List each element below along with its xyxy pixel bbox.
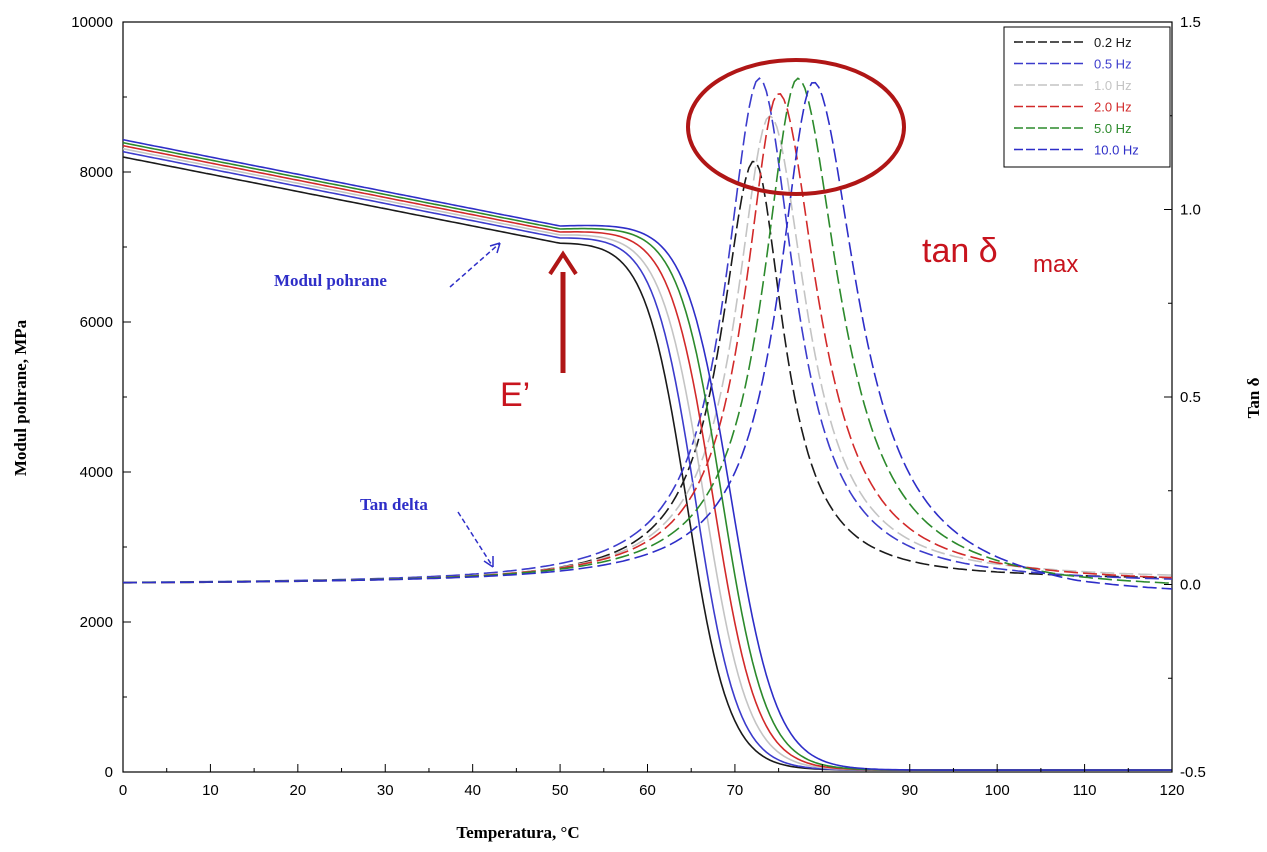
- x-tick-label: 20: [289, 782, 306, 799]
- storage-modulus-curve: [122, 141, 1172, 771]
- x-tick-label: 30: [377, 782, 394, 799]
- x-tick-label: 110: [1073, 782, 1097, 799]
- y-tick-label-left: 4000: [80, 464, 113, 481]
- storage-modulus-curve: [122, 144, 1172, 771]
- x-tick-label: 120: [1159, 782, 1184, 799]
- y-tick-label-right: 0.0: [1180, 577, 1201, 594]
- storage-modulus-curve: [122, 138, 1172, 771]
- y-tick-label-left: 8000: [80, 164, 113, 181]
- y-tick-label-right: 1.0: [1180, 202, 1201, 219]
- legend-label: 10.0 Hz: [1094, 143, 1139, 158]
- tan-delta-max-label: tan δ: [922, 232, 998, 270]
- y-tick-label-left: 10000: [71, 14, 113, 31]
- tan-delta-curve: [123, 81, 1173, 590]
- tan-delta-pointer-head: [483, 556, 494, 568]
- x-tick-label: 100: [985, 782, 1010, 799]
- legend-box: [1003, 26, 1171, 168]
- x-tick-label: 90: [901, 782, 918, 799]
- legend-label: 0.2 Hz: [1094, 35, 1132, 50]
- x-tick-label: 0: [119, 782, 127, 799]
- y-axis-title-left: Modul pohrane, MPa: [11, 319, 30, 476]
- x-tick-label: 10: [202, 782, 219, 799]
- x-tick-label: 80: [814, 782, 831, 799]
- y-tick-label-right: -0.5: [1180, 764, 1206, 781]
- x-axis-title: Temperatura, °C: [456, 823, 579, 842]
- storage-modulus-pointer-head: [489, 242, 501, 254]
- storage-modulus-curve: [122, 156, 1172, 771]
- y-tick-label-right: 0.5: [1180, 389, 1201, 406]
- legend: 0.2 Hz 0.5 Hz 1.0 Hz 2.0 Hz 5.0 Hz 10.0 Hz: [1003, 26, 1171, 168]
- legend-label: 0.5 Hz: [1094, 57, 1132, 72]
- x-tick-label: 40: [464, 782, 481, 799]
- tan-delta-curve: [123, 114, 1173, 584]
- y-axis-title-right: Tan δ: [1244, 377, 1263, 418]
- storage-modulus-pointer: [449, 242, 501, 288]
- tan-delta-curve: [123, 160, 1172, 584]
- x-tick-label: 60: [639, 782, 656, 799]
- tan-delta-max-subscript: max: [1033, 251, 1078, 278]
- y-tick-label-left: 0: [105, 764, 113, 781]
- curves: [122, 77, 1173, 771]
- x-tick-label: 70: [727, 782, 744, 799]
- axes: 0 10 20 30 40 50 60 70 80 90 100 110 120 0 2000 4000 600…: [71, 14, 1206, 799]
- legend-label: 2.0 Hz: [1094, 100, 1132, 115]
- legend-label: 5.0 Hz: [1094, 121, 1132, 136]
- e-prime-arrow-head: [548, 250, 578, 276]
- legend-label: 1.0 Hz: [1094, 78, 1132, 93]
- tan-delta-pointer: [457, 511, 494, 568]
- y-tick-label-left: 2000: [80, 614, 113, 631]
- e-prime-annotation: E’: [500, 376, 530, 414]
- y-tick-label-left: 6000: [80, 314, 113, 331]
- storage-modulus-annotation: Modul pohrane: [274, 271, 387, 290]
- x-tick-label: 50: [552, 782, 569, 799]
- tan-delta-max-circle: [686, 58, 906, 196]
- y-tick-label-right: 1.5: [1180, 14, 1201, 31]
- storage-modulus-curve: [122, 150, 1172, 771]
- tan-delta-annotation: Tan delta: [360, 495, 428, 514]
